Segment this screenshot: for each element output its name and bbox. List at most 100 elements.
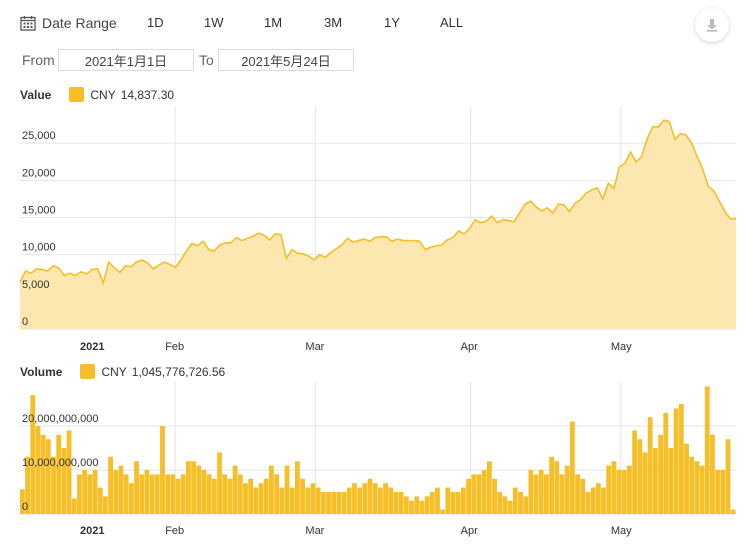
volume-bar bbox=[217, 452, 222, 514]
value-legend-current: 14,837.30 bbox=[120, 87, 175, 102]
volume-bar bbox=[642, 452, 648, 514]
volume-bar bbox=[652, 448, 658, 514]
volume-bar bbox=[87, 474, 93, 514]
volume-bar bbox=[611, 461, 617, 514]
volume-bar bbox=[632, 430, 638, 514]
volume-bar bbox=[528, 470, 534, 514]
volume-bar bbox=[346, 487, 352, 514]
volume-bar bbox=[97, 487, 103, 514]
volume-bar bbox=[492, 478, 497, 514]
volume-legend-title: Volume bbox=[20, 364, 63, 379]
value-legend-series: CNY bbox=[90, 87, 116, 102]
to-label: To bbox=[199, 52, 214, 68]
volume-bar bbox=[165, 474, 171, 514]
volume-bar bbox=[237, 474, 243, 514]
volume-bar bbox=[372, 483, 378, 514]
range-button-1m[interactable]: 1M bbox=[264, 15, 283, 30]
volume-bar bbox=[258, 483, 264, 514]
volume-bar bbox=[40, 434, 46, 514]
volume-bar bbox=[92, 470, 98, 514]
volume-bar bbox=[45, 439, 51, 514]
range-button-3m[interactable]: 3M bbox=[324, 15, 343, 30]
volume-bar bbox=[113, 470, 119, 514]
volume-bar bbox=[440, 509, 446, 514]
volume-bar bbox=[352, 483, 357, 514]
volume-bar bbox=[149, 474, 155, 514]
volume-bar bbox=[616, 470, 622, 514]
volume-bar bbox=[689, 456, 695, 514]
volume-bar bbox=[310, 483, 316, 514]
volume-bar bbox=[227, 478, 233, 514]
volume-bar bbox=[710, 434, 715, 514]
volume-bar bbox=[180, 474, 186, 514]
volume-bar bbox=[409, 500, 414, 514]
volume-bar bbox=[103, 496, 108, 514]
range-button-1y[interactable]: 1Y bbox=[384, 15, 400, 30]
volume-bar bbox=[445, 487, 451, 514]
volume-bar bbox=[627, 465, 632, 514]
volume-bar bbox=[186, 461, 191, 514]
range-button-1d[interactable]: 1D bbox=[147, 15, 164, 30]
volume-bar bbox=[466, 478, 471, 514]
volume-bar bbox=[284, 465, 290, 514]
volume-bar bbox=[128, 483, 134, 514]
volume-bar bbox=[320, 492, 326, 514]
range-button-all[interactable]: ALL bbox=[440, 15, 464, 30]
value-y-tick-label: 0 bbox=[22, 316, 28, 328]
volume-x-tick-label: May bbox=[611, 525, 632, 537]
value-x-tick-label: Mar bbox=[305, 341, 324, 353]
volume-bar bbox=[533, 474, 539, 514]
volume-bar bbox=[66, 430, 72, 514]
download-button[interactable] bbox=[695, 8, 729, 42]
volume-bar bbox=[471, 474, 477, 514]
to-date-input[interactable] bbox=[218, 49, 354, 71]
volume-bar bbox=[461, 487, 466, 514]
volume-bar bbox=[154, 474, 160, 514]
volume-bar bbox=[419, 500, 425, 514]
volume-bar bbox=[170, 474, 176, 514]
volume-bar bbox=[725, 439, 731, 514]
volume-bar bbox=[82, 470, 88, 514]
volume-bar bbox=[315, 487, 321, 514]
volume-bar bbox=[481, 470, 487, 514]
volume-bar bbox=[118, 465, 124, 514]
volume-bar bbox=[699, 465, 705, 514]
volume-bar bbox=[637, 439, 643, 514]
calendar-icon[interactable] bbox=[20, 15, 36, 31]
value-legend: Value CNY 14,837.30 bbox=[20, 87, 174, 102]
volume-bar bbox=[569, 421, 575, 514]
volume-bar bbox=[658, 434, 663, 514]
volume-legend-current: 1,045,776,726.56 bbox=[131, 364, 226, 379]
volume-bar bbox=[56, 434, 62, 514]
value-x-tick-label: May bbox=[611, 341, 632, 353]
date-range-label: Date Range bbox=[42, 15, 117, 31]
volume-bar bbox=[403, 496, 409, 514]
from-date-input[interactable] bbox=[58, 49, 194, 71]
volume-bar bbox=[336, 492, 342, 514]
volume-bar bbox=[289, 487, 295, 514]
volume-bar bbox=[134, 461, 139, 514]
volume-bar bbox=[554, 461, 560, 514]
volume-bar bbox=[549, 456, 555, 514]
volume-bar bbox=[559, 474, 565, 514]
volume-bar bbox=[512, 487, 518, 514]
range-button-1w[interactable]: 1W bbox=[204, 15, 224, 30]
volume-bar bbox=[196, 465, 202, 514]
volume-x-tick-label: Feb bbox=[165, 525, 184, 537]
volume-bar bbox=[673, 408, 679, 514]
volume-bar bbox=[393, 492, 399, 514]
volume-y-tick-label: 10,000,000,000 bbox=[22, 457, 98, 469]
volume-legend-swatch bbox=[80, 364, 96, 379]
volume-y-tick-label: 0 bbox=[22, 501, 28, 513]
volume-bar bbox=[144, 470, 150, 514]
volume-bar bbox=[518, 492, 523, 514]
volume-bar bbox=[362, 483, 368, 514]
volume-legend-series: CNY bbox=[101, 364, 127, 379]
volume-x-tick-label: Mar bbox=[305, 525, 324, 537]
volume-bar bbox=[279, 487, 285, 514]
volume-bar bbox=[595, 483, 601, 514]
volume-bar bbox=[232, 465, 238, 514]
volume-bar bbox=[414, 496, 420, 514]
